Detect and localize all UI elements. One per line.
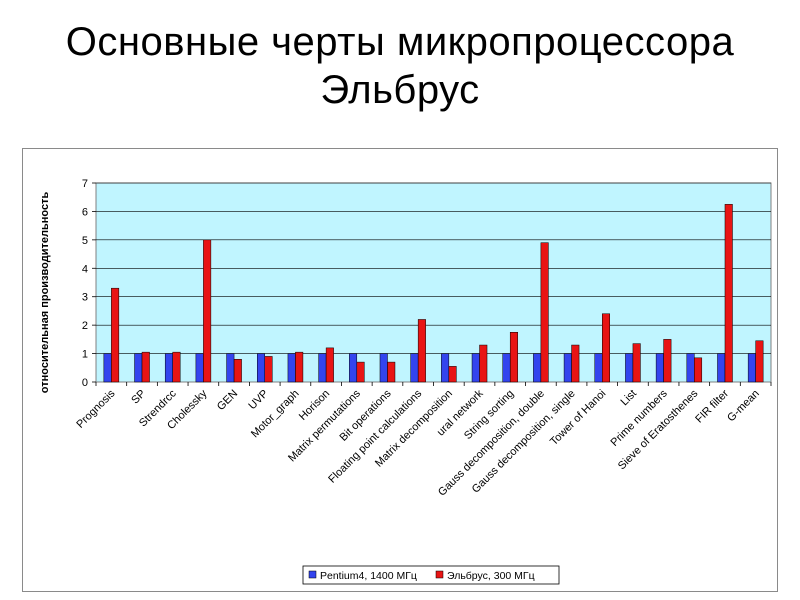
x-tick-label: Tower of Hanoi [548, 388, 608, 448]
bar-pentium [533, 353, 542, 383]
bar-elbrus [509, 332, 518, 383]
bar-elbrus [325, 347, 334, 383]
bar-elbrus [602, 313, 610, 383]
bar-elbrus [632, 343, 641, 383]
bar-pentium [441, 353, 450, 383]
y-tick-label: 1 [82, 349, 88, 361]
y-tick-label: 7 [82, 178, 88, 190]
bar-pentium [287, 353, 296, 383]
bar-pentium [625, 353, 634, 383]
slide-title-line-1: Основные черты микропроцессора [65, 20, 735, 64]
x-tick-label: Prognosis [74, 387, 117, 430]
bar-elbrus [387, 361, 396, 383]
x-tick-label: SP [129, 388, 148, 407]
y-tick-label: 6 [82, 206, 88, 218]
y-tick-label: 5 [82, 235, 88, 247]
bar-pentium [226, 353, 235, 383]
bar-elbrus [694, 357, 703, 383]
bar-pentium [103, 353, 112, 383]
chart-frame: 0 1 2 3 4 5 6 7 относительная производительность… [22, 148, 778, 592]
y-axis-title: относительная производительность [39, 192, 51, 394]
slide-title: Основные черты микропроцессора Эльбрус [0, 18, 800, 114]
bar-pentium [563, 353, 572, 383]
bar-elbrus [203, 239, 212, 383]
x-tick-label: List [618, 388, 639, 409]
bar-pentium [257, 353, 265, 383]
bar-elbrus [264, 356, 273, 383]
bar-pentium [655, 353, 664, 383]
bar-elbrus [417, 319, 426, 383]
bar-pentium [349, 353, 358, 383]
bar-elbrus [295, 351, 304, 383]
bar-elbrus [479, 344, 488, 383]
bar-pentium [717, 353, 726, 383]
bar-elbrus [141, 351, 150, 383]
x-tick-label: UVP [246, 388, 270, 412]
bar-pentium [134, 353, 143, 383]
bar-pentium [686, 353, 695, 383]
legend-label-pentium: Pentium4, 1400 МГц [320, 570, 417, 582]
legend-label-elbrus: Эльбрус, 300 МГц [447, 570, 535, 582]
bar-pentium [471, 353, 480, 383]
bar-pentium [318, 353, 327, 383]
bar-pentium [195, 353, 204, 383]
bar-pentium [594, 353, 603, 383]
bar-elbrus [571, 344, 580, 383]
x-tick-label: G-mean [725, 388, 762, 425]
legend-box [302, 565, 560, 585]
bar-elbrus [448, 366, 457, 383]
slide-title-line-2: Эльбрус [320, 68, 480, 112]
bar-elbrus [755, 340, 764, 383]
bar-pentium [747, 353, 756, 383]
bar-pentium [164, 353, 173, 383]
bar-elbrus [233, 359, 242, 383]
bar-elbrus [663, 339, 672, 383]
bar-elbrus [540, 242, 549, 383]
bar-elbrus [356, 361, 365, 383]
legend-swatch-elbrus [435, 570, 444, 579]
bar-elbrus [172, 351, 181, 383]
bar-elbrus [111, 287, 120, 383]
bar-elbrus [724, 204, 733, 383]
y-tick-label: 3 [82, 292, 88, 304]
bar-pentium [502, 353, 511, 383]
x-tick-label: GEN [215, 388, 240, 413]
x-tick-label: FIR filter [693, 387, 731, 425]
bar-pentium [410, 353, 419, 383]
bar-chart: 0 1 2 3 4 5 6 7 относительная производительность… [39, 178, 772, 585]
bar-pentium [379, 353, 388, 383]
y-tick-label: 4 [82, 263, 88, 275]
legend-swatch-pentium [308, 570, 317, 579]
y-tick-label: 2 [82, 320, 88, 332]
y-tick-label: 0 [82, 377, 88, 389]
